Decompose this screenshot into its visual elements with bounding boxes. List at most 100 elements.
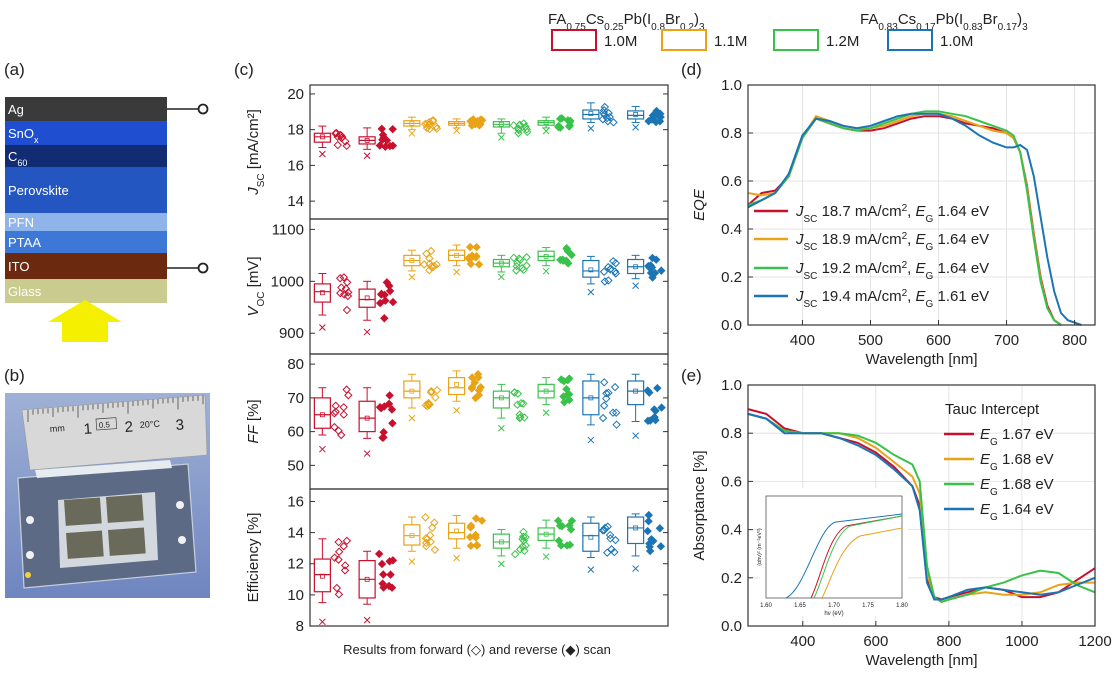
- box-2: [358, 549, 398, 624]
- scatter-point: [330, 409, 339, 418]
- scatter-point: [421, 513, 430, 522]
- scatter-point: [509, 253, 518, 263]
- box-7: [582, 373, 621, 444]
- stack-layer-ptaa: [5, 231, 167, 253]
- scatter-point: [474, 373, 483, 382]
- scatter-point: [384, 399, 394, 409]
- outlier-mark: [542, 267, 550, 275]
- scatter-point: [477, 516, 487, 525]
- legend-swatch-3: [773, 29, 819, 51]
- box-5: [492, 527, 530, 568]
- inset-x-tick: 1.60: [760, 603, 772, 609]
- scatter-point: [514, 254, 524, 263]
- scatter-point: [643, 416, 653, 426]
- scatter-point: [611, 258, 621, 268]
- y-tick-label: 14: [287, 525, 304, 542]
- scatter-point: [514, 128, 523, 138]
- inset-x-tick: 1.65: [794, 603, 806, 609]
- scatter-point: [565, 540, 575, 550]
- scatter-point: [385, 557, 394, 566]
- inset-curve-4: [821, 527, 903, 599]
- box-3: [403, 513, 440, 565]
- scatter-point: [334, 590, 344, 599]
- scatter-point: [431, 393, 440, 402]
- outlier-mark: [363, 152, 371, 160]
- stack-layer-glass: [5, 279, 167, 303]
- scatter-point: [422, 541, 431, 551]
- panel-label-a: (a): [4, 60, 25, 79]
- scatter-point: [343, 291, 353, 301]
- scatter-point: [603, 548, 612, 557]
- scatter-point: [518, 542, 527, 551]
- eqe-legend-label-4: JSC 19.4 mA/cm2, EG 1.61 eV: [795, 288, 989, 310]
- svg-text:0.5: 0.5: [99, 420, 111, 430]
- scatter-point: [472, 242, 481, 252]
- outlier-mark: [319, 324, 326, 331]
- series-line-4: [747, 412, 1096, 601]
- y-tick-label: 0.2: [721, 269, 742, 286]
- scatter-point: [332, 583, 342, 593]
- scatter-point: [385, 281, 394, 291]
- absorptance-chart: 400 600 800 1000 1200 0.0 0.2 0.4 0.6 0.8 1.0 Wavel…: [691, 377, 1112, 669]
- scatter-point: [603, 522, 612, 531]
- scatter-point: [420, 119, 430, 129]
- box-panel-3: 50 60 70 80 FF [%]: [245, 353, 669, 490]
- scatter-point: [421, 401, 431, 410]
- stack-layer-label: C60: [8, 149, 27, 168]
- scatter-point: [519, 532, 528, 541]
- scatter-point: [427, 523, 437, 532]
- box-plot-panels: 14 16 18 20 JSC [mA/cm²] 900 1000 1100 VOC [mV] 5…: [245, 84, 669, 635]
- scatter-point: [512, 262, 521, 271]
- scatter-point: [648, 111, 658, 120]
- scatter-point: [331, 401, 340, 410]
- scatter-point: [608, 408, 618, 417]
- scatter-point: [426, 388, 436, 397]
- scatter-point: [425, 259, 434, 268]
- scatter-point: [330, 553, 339, 562]
- y-tick-label: 0.8: [721, 425, 742, 442]
- scatter-point: [600, 102, 609, 112]
- scatter-point: [476, 383, 485, 392]
- scatter-point: [334, 555, 343, 564]
- scatter-point: [474, 390, 484, 400]
- scatter-point: [388, 297, 398, 307]
- x-tick-label: 1000: [1005, 633, 1038, 650]
- inset-x-tick: 1.80: [896, 603, 908, 609]
- scatter-point: [471, 530, 480, 540]
- outlier-mark: [319, 618, 326, 626]
- scatter-point: [384, 581, 394, 591]
- scatter-point: [331, 129, 340, 138]
- scatter-point: [330, 422, 339, 432]
- scatter-point: [432, 260, 441, 269]
- scatter-point: [333, 140, 342, 150]
- scatter-point: [600, 277, 610, 286]
- scatter-point: [555, 114, 565, 124]
- scatter-point: [652, 255, 661, 264]
- box-1: [313, 125, 351, 158]
- scatter-point: [607, 545, 616, 554]
- inset-x-label: hν (eV): [824, 611, 843, 617]
- y-tick-label: 16: [287, 157, 304, 174]
- stack-layer-label: PTAA: [8, 235, 41, 250]
- box-6: [537, 374, 574, 417]
- scatter-point: [598, 115, 608, 124]
- composition-label-2: FA0.83Cs0.17Pb(I0.83Br0.17)3: [860, 11, 1028, 33]
- panel-label-e: (e): [681, 366, 702, 385]
- scatter-point: [599, 401, 609, 410]
- scatter-point: [604, 388, 613, 398]
- scatter-point: [379, 133, 388, 142]
- scatter-point: [646, 261, 655, 270]
- stack-contacts: [48, 103, 209, 342]
- outlier-mark: [632, 282, 639, 290]
- scatter-point: [510, 549, 520, 559]
- outlier-mark: [587, 436, 595, 444]
- outlier-mark: [542, 127, 550, 135]
- scatter-point: [379, 570, 388, 579]
- scatter-point: [342, 305, 352, 315]
- composition-label-1: FA0.75Cs0.25Pb(I0.8Br0.2)3: [548, 11, 705, 33]
- stack-layer-label: Glass: [8, 284, 42, 299]
- scatter-point: [466, 117, 475, 126]
- scatter-point: [612, 420, 621, 429]
- scatter-point: [379, 427, 388, 437]
- scatter-point: [520, 413, 529, 422]
